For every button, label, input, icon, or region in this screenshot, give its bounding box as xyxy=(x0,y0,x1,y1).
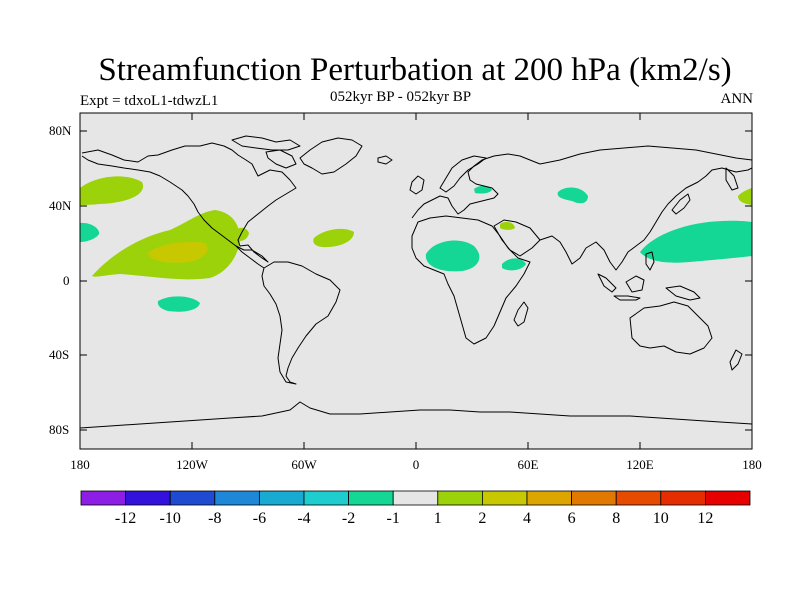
coastline-madagascar xyxy=(513,301,529,327)
colorbar-label: 6 xyxy=(568,510,576,527)
coastline-iceland xyxy=(377,155,393,165)
plot-title: Streamfunction Perturbation at 200 hPa (… xyxy=(98,52,732,88)
lon-label-0: 0 xyxy=(412,457,420,472)
coastline-south-asia xyxy=(539,167,752,271)
coastline-europe xyxy=(411,153,541,219)
period-label: 052kyr BP - 052kyr BP xyxy=(330,89,472,105)
experiment-label: Expt = tdxoL1-tdwzL1 xyxy=(80,93,219,109)
anomaly-region xyxy=(640,220,752,263)
coastline-greenland xyxy=(299,137,363,175)
colorbar-label: 10 xyxy=(653,510,669,527)
anomaly-region xyxy=(425,240,480,272)
colorbar-label: -2 xyxy=(342,510,355,527)
lat-label-80n: 80N xyxy=(49,123,72,138)
coastline-arabia xyxy=(493,219,541,257)
colorbar-box xyxy=(392,490,439,506)
lat-label-40s: 40S xyxy=(49,347,70,362)
longitude-ticks xyxy=(191,113,641,449)
colorbar-box xyxy=(169,490,216,506)
colorbar-box xyxy=(571,490,617,506)
colorbar-box xyxy=(80,490,126,506)
coastline-africa xyxy=(411,215,531,345)
colorbar-label: -10 xyxy=(160,510,181,527)
anomaly-region xyxy=(92,210,240,280)
anomaly-region xyxy=(157,296,200,312)
colorbar-box xyxy=(660,490,706,506)
season-label: ANN xyxy=(720,91,754,107)
colorbar-label: 12 xyxy=(697,510,713,527)
colorbar-label: -6 xyxy=(253,510,266,527)
lon-label-120w: 120W xyxy=(176,457,208,472)
anomaly-region xyxy=(80,176,144,205)
colorbar-label: 4 xyxy=(523,510,531,527)
colorbar-label: -12 xyxy=(115,510,136,527)
anomaly-region xyxy=(502,258,526,271)
colorbar-label: -8 xyxy=(208,510,221,527)
lon-label-60e: 60E xyxy=(517,457,539,472)
colorbar xyxy=(80,490,751,506)
colorbar-box xyxy=(125,490,171,506)
anomaly-region xyxy=(313,228,354,248)
colorbar-box xyxy=(705,490,751,506)
lon-label-60w: 60W xyxy=(291,457,317,472)
coastline-baffin xyxy=(265,149,297,169)
lon-label-180e: 180 xyxy=(742,457,762,472)
colorbar-label: -4 xyxy=(297,510,310,527)
anomaly-region xyxy=(738,188,752,205)
coastline-antarctica xyxy=(80,401,752,429)
colorbar-labels: -12 -10 -8 -6 -4 -2 -1 1 2 4 6 8 10 12 xyxy=(115,510,713,527)
colorbar-box xyxy=(615,490,662,506)
latitude-ticks xyxy=(80,130,752,431)
anomaly-region xyxy=(500,221,515,230)
anomaly-region xyxy=(474,185,492,194)
lat-label-80s: 80S xyxy=(49,422,70,437)
coastline-borneo xyxy=(625,275,645,293)
colorbar-box xyxy=(481,490,528,506)
colorbar-box xyxy=(526,490,572,506)
coastline-kamchatka xyxy=(725,167,739,191)
coastline-philippines xyxy=(645,251,655,271)
colorbar-box xyxy=(214,490,260,506)
colorbar-label: 2 xyxy=(478,510,486,527)
colorbar-box xyxy=(258,490,305,506)
coastline-central-america xyxy=(235,245,265,269)
coastline-australia xyxy=(629,301,713,355)
colorbar-label: 8 xyxy=(612,510,620,527)
colorbar-label: -1 xyxy=(387,510,400,527)
coastline-new-guinea xyxy=(665,285,701,301)
coastline-south-america xyxy=(261,261,341,385)
coastline-java xyxy=(613,295,641,301)
coastline-new-zealand xyxy=(729,349,743,371)
anomaly-region xyxy=(557,187,588,204)
lon-label-120e: 120E xyxy=(626,457,654,472)
colorbar-label: 1 xyxy=(434,510,442,527)
colorbar-box xyxy=(437,490,483,506)
coastline-arctic-islands xyxy=(231,135,301,151)
coastline-scandinavia xyxy=(439,155,487,193)
map-background xyxy=(80,113,752,449)
coastlines xyxy=(80,135,752,429)
anomaly-region xyxy=(80,222,100,242)
anomaly-region xyxy=(148,241,208,263)
coastline-asia xyxy=(539,145,752,165)
lat-label-40n: 40N xyxy=(49,198,72,213)
coastline-britain xyxy=(409,175,425,195)
coastline-north-america xyxy=(81,142,297,263)
lat-label-0: 0 xyxy=(63,273,70,288)
lon-label-180w: 180 xyxy=(70,457,90,472)
coastline-sumatra xyxy=(597,273,617,293)
colorbar-box xyxy=(348,490,394,506)
anomaly-shading xyxy=(80,176,752,312)
coastline-japan xyxy=(671,193,691,215)
colorbar-box xyxy=(303,490,349,506)
